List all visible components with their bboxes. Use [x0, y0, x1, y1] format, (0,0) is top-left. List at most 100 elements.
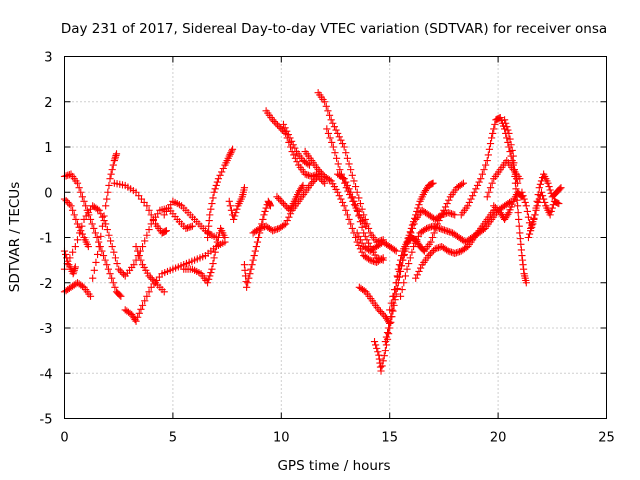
data-point	[353, 206, 361, 214]
data-point	[287, 137, 296, 145]
data-point	[536, 180, 544, 188]
series-track-13	[225, 184, 249, 223]
data-point	[389, 292, 397, 300]
data-point	[507, 141, 515, 149]
data-point	[351, 202, 360, 210]
x-tick-label: 15	[381, 431, 398, 446]
data-point	[447, 210, 456, 218]
data-point	[106, 175, 114, 183]
data-point	[403, 265, 411, 273]
data-point	[547, 207, 555, 216]
data-point	[356, 199, 365, 208]
series-track-7	[110, 179, 170, 237]
data-point	[72, 215, 80, 223]
data-point	[353, 188, 361, 196]
data-point	[340, 175, 348, 183]
data-point	[504, 210, 512, 218]
series-track-1	[60, 170, 125, 300]
data-point	[482, 161, 490, 169]
data-point	[104, 188, 112, 196]
data-point	[442, 227, 450, 235]
data-point	[444, 209, 452, 217]
data-point	[325, 111, 334, 119]
data-point	[452, 249, 460, 257]
data-point	[109, 161, 117, 169]
data-point	[397, 262, 405, 270]
data-point	[73, 220, 82, 228]
x-tick-label: 5	[169, 431, 177, 446]
data-point	[355, 232, 363, 240]
series-track-8	[121, 238, 229, 325]
data-point	[316, 167, 324, 175]
data-point	[465, 198, 473, 207]
data-point	[358, 248, 366, 256]
series-track-24	[370, 179, 437, 375]
data-point	[322, 102, 330, 110]
data-point	[73, 179, 82, 187]
data-point	[545, 182, 553, 191]
data-point	[112, 150, 121, 158]
data-point	[425, 252, 433, 260]
data-point	[343, 154, 352, 162]
series-track-18	[279, 120, 314, 169]
data-point	[211, 185, 219, 193]
x-tick-label: 25	[598, 431, 615, 446]
data-point	[538, 192, 547, 200]
data-point	[285, 213, 293, 221]
data-point	[304, 160, 312, 168]
data-point	[449, 210, 457, 218]
data-point	[90, 224, 98, 233]
series-track-5	[60, 202, 197, 280]
data-point	[337, 195, 345, 203]
data-point	[358, 223, 366, 231]
data-point	[477, 175, 485, 183]
data-point	[65, 171, 73, 179]
data-point	[71, 263, 79, 271]
data-point	[334, 188, 342, 196]
data-point	[65, 200, 73, 208]
data-point	[115, 265, 123, 273]
data-point	[118, 268, 126, 277]
y-tick-label: 2	[44, 96, 52, 111]
data-point	[73, 236, 82, 244]
data-point	[293, 158, 301, 166]
data-point	[303, 171, 311, 179]
data-point	[70, 211, 78, 219]
data-point	[107, 170, 115, 178]
data-point	[379, 256, 387, 264]
data-point	[390, 246, 399, 254]
data-point	[329, 119, 337, 127]
data-point	[529, 220, 537, 228]
data-point	[546, 186, 554, 194]
data-point	[323, 125, 331, 133]
series-track-34	[490, 188, 526, 223]
data-point	[405, 259, 413, 268]
data-point	[415, 267, 423, 276]
data-point	[67, 202, 75, 210]
data-point	[134, 247, 142, 255]
data-point	[487, 134, 496, 142]
data-point	[280, 221, 288, 229]
data-point	[421, 225, 429, 234]
data-point	[259, 215, 267, 223]
data-point	[137, 256, 145, 264]
data-point	[135, 309, 143, 317]
data-point	[86, 292, 95, 300]
data-point	[400, 279, 408, 287]
data-point	[247, 265, 255, 273]
data-point	[524, 233, 533, 242]
data-point	[525, 230, 534, 238]
data-point	[299, 181, 307, 190]
data-point	[343, 181, 352, 190]
data-point	[521, 198, 529, 207]
data-point	[132, 317, 140, 325]
y-tick-label: -5	[40, 413, 53, 428]
data-point	[208, 265, 216, 273]
data-point	[400, 250, 408, 259]
data-point	[415, 201, 423, 209]
data-point	[308, 179, 316, 187]
data-point	[382, 341, 391, 349]
data-point	[422, 224, 431, 233]
data-point	[445, 196, 453, 204]
data-point	[98, 222, 107, 230]
